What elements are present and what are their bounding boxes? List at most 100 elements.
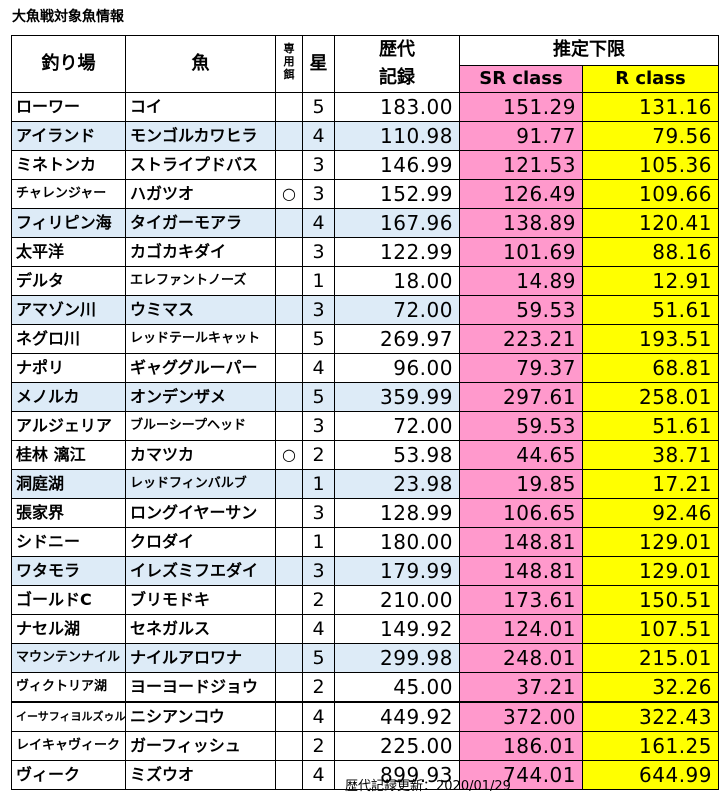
- cell-record: 45.00: [334, 672, 460, 703]
- cell-sr-class: 744.01: [459, 760, 583, 790]
- cell-fish: ギャググルーパー: [125, 353, 276, 383]
- cell-r-class: 92.46: [582, 498, 719, 528]
- cell-star: 3: [302, 411, 335, 441]
- cell-bait: [275, 411, 303, 441]
- cell-r-class: 120.41: [582, 208, 719, 238]
- cell-star: 1: [302, 266, 335, 296]
- cell-fish: ヨーヨードジョウ: [125, 672, 276, 703]
- table-row: マウンテンナイル ナイルアロワナ 5 299.98 248.01 215.01: [11, 643, 719, 673]
- cell-r-class: 12.91: [582, 266, 719, 296]
- cell-place: アマゾン川: [11, 295, 126, 325]
- cell-star: 5: [302, 92, 335, 122]
- table-row: 洞庭湖 レッドフィンバルブ 1 23.98 19.85 17.21: [11, 469, 719, 499]
- table-row: ナセル湖 セネガルス 4 149.92 124.01 107.51: [11, 614, 719, 644]
- cell-place: ゴールドC: [11, 585, 126, 615]
- cell-bait: [275, 92, 303, 122]
- cell-star: 2: [302, 440, 335, 470]
- cell-r-class: 51.61: [582, 295, 719, 325]
- table-row: アルジェリア ブルーシープヘッド 3 72.00 59.53 51.61: [11, 411, 719, 441]
- header-sr-class: SR class: [459, 64, 583, 94]
- table-row: イーサフィヨルズゥル ニシアンコウ 4 449.92 372.00 322.43: [11, 701, 719, 732]
- cell-star: 3: [302, 179, 335, 209]
- cell-star: 1: [302, 469, 335, 499]
- table-row: フィリピン海 タイガーモアラ 4 167.96 138.89 120.41: [11, 208, 719, 238]
- cell-fish: ニシアンコウ: [125, 701, 276, 732]
- cell-record: 183.00: [334, 92, 460, 122]
- header-record: 歴代 記録: [334, 35, 460, 93]
- cell-sr-class: 44.65: [459, 440, 583, 470]
- cell-sr-class: 19.85: [459, 469, 583, 499]
- cell-bait: [275, 672, 303, 703]
- cell-r-class: 51.61: [582, 411, 719, 441]
- cell-fish: オンデンザメ: [125, 382, 276, 412]
- cell-fish: カマツカ: [125, 440, 276, 470]
- cell-bait: ○: [275, 179, 303, 209]
- cell-sr-class: 121.53: [459, 150, 583, 180]
- cell-r-class: 38.71: [582, 440, 719, 470]
- cell-bait: [275, 469, 303, 499]
- cell-place: ヴィクトリア湖: [11, 672, 126, 703]
- header-record-line2: 記録: [379, 67, 415, 88]
- cell-record: 18.00: [334, 266, 460, 296]
- table-row: ワタモラ イレズミフエダイ 3 179.99 148.81 129.01: [11, 556, 719, 586]
- header-star: 星: [302, 35, 335, 93]
- cell-fish: ミズウオ: [125, 760, 276, 790]
- cell-sr-class: 59.53: [459, 411, 583, 441]
- cell-fish: レッドフィンバルブ: [125, 469, 276, 499]
- cell-bait: [275, 527, 303, 557]
- cell-sr-class: 173.61: [459, 585, 583, 615]
- cell-place: 太平洋: [11, 237, 126, 267]
- cell-sr-class: 91.77: [459, 121, 583, 151]
- cell-sr-class: 37.21: [459, 672, 583, 703]
- cell-place: ワタモラ: [11, 556, 126, 586]
- cell-record: 128.99: [334, 498, 460, 528]
- table-row: ローワー コイ 5 183.00 151.29 131.16: [11, 92, 719, 122]
- cell-sr-class: 186.01: [459, 731, 583, 761]
- cell-bait: [275, 556, 303, 586]
- cell-fish: ストライプドバス: [125, 150, 276, 180]
- cell-record: 152.99: [334, 179, 460, 209]
- header-place: 釣り場: [11, 35, 126, 93]
- cell-place: ナポリ: [11, 353, 126, 383]
- cell-fish: エレファントノーズ: [125, 266, 276, 296]
- cell-sr-class: 101.69: [459, 237, 583, 267]
- cell-sr-class: 148.81: [459, 527, 583, 557]
- cell-sr-class: 372.00: [459, 701, 583, 732]
- header-fish: 魚: [125, 35, 276, 93]
- cell-record: 299.98: [334, 643, 460, 673]
- cell-r-class: 68.81: [582, 353, 719, 383]
- cell-r-class: 109.66: [582, 179, 719, 209]
- header-bait: 専用餌: [275, 35, 303, 93]
- cell-sr-class: 59.53: [459, 295, 583, 325]
- cell-bait: [275, 150, 303, 180]
- cell-record: 23.98: [334, 469, 460, 499]
- cell-bait: [275, 614, 303, 644]
- table-row: 太平洋 カゴカキダイ 3 122.99 101.69 88.16: [11, 237, 719, 267]
- cell-star: 3: [302, 498, 335, 528]
- cell-r-class: 215.01: [582, 643, 719, 673]
- header-r-class: R class: [582, 64, 719, 94]
- cell-record: 179.99: [334, 556, 460, 586]
- cell-r-class: 322.43: [582, 701, 719, 732]
- cell-record: 53.98: [334, 440, 460, 470]
- cell-star: 4: [302, 760, 335, 790]
- cell-sr-class: 248.01: [459, 643, 583, 673]
- cell-sr-class: 223.21: [459, 324, 583, 354]
- cell-record: 110.98: [334, 121, 460, 151]
- cell-star: 1: [302, 527, 335, 557]
- cell-record: 210.00: [334, 585, 460, 615]
- header-record-line1: 歴代: [379, 39, 415, 60]
- cell-fish: コイ: [125, 92, 276, 122]
- cell-star: 3: [302, 150, 335, 180]
- table-row: デルタ エレファントノーズ 1 18.00 14.89 12.91: [11, 266, 719, 296]
- table-row: ナポリ ギャググルーパー 4 96.00 79.37 68.81: [11, 353, 719, 383]
- cell-place: デルタ: [11, 266, 126, 296]
- cell-fish: カゴカキダイ: [125, 237, 276, 267]
- table-row: ネグロ川 レッドテールキャット 5 269.97 223.21 193.51: [11, 324, 719, 354]
- cell-r-class: 644.99: [582, 760, 719, 790]
- cell-bait: [275, 353, 303, 383]
- cell-r-class: 88.16: [582, 237, 719, 267]
- table-row: チャレンジャー ハガツオ ○ 3 152.99 126.49 109.66: [11, 179, 719, 209]
- cell-fish: イレズミフエダイ: [125, 556, 276, 586]
- cell-bait: [275, 324, 303, 354]
